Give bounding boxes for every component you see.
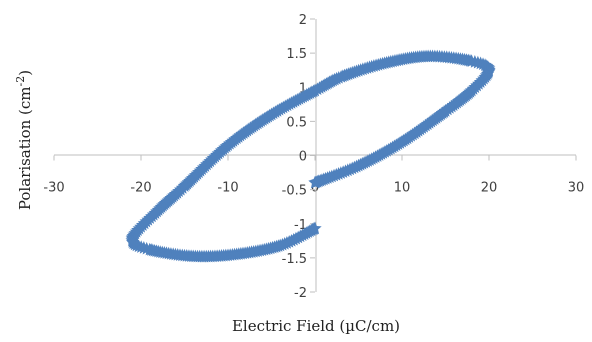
x-tick-label: -30	[43, 181, 64, 196]
y-axis-title: Polarisation (cm-2)	[14, 70, 34, 210]
x-tick-label: -20	[130, 181, 151, 196]
x-axis-title: Electric Field (µC/cm)	[232, 317, 400, 335]
y-tick-label: -0.5	[282, 184, 307, 199]
y-tick-label: -2	[294, 286, 307, 301]
y-axis-title-end: )	[16, 70, 34, 76]
data-point-marker	[308, 221, 322, 235]
y-tick-label: 2	[299, 13, 307, 28]
y-tick-label: 1	[299, 81, 307, 96]
y-tick-label: 0.5	[286, 115, 307, 130]
y-axis: 21.510.50-0.5-1-1.5-2	[282, 13, 317, 301]
data-series	[125, 49, 496, 263]
y-tick-label: 1.5	[286, 47, 307, 62]
y-axis-title-sup: -2	[14, 76, 27, 87]
y-axis-title-main: Polarisation (cm	[16, 86, 34, 210]
x-axis: -30 -20 -10 0 10 20 30	[43, 154, 585, 196]
x-tick-label: 0	[311, 181, 319, 196]
y-tick-label: -1.5	[282, 252, 307, 267]
x-tick-label: 30	[568, 181, 585, 196]
y-tick-label: 0	[299, 150, 307, 165]
x-tick-label: -10	[217, 181, 238, 196]
x-tick-label: 10	[394, 181, 411, 196]
x-tick-label: 20	[481, 181, 498, 196]
